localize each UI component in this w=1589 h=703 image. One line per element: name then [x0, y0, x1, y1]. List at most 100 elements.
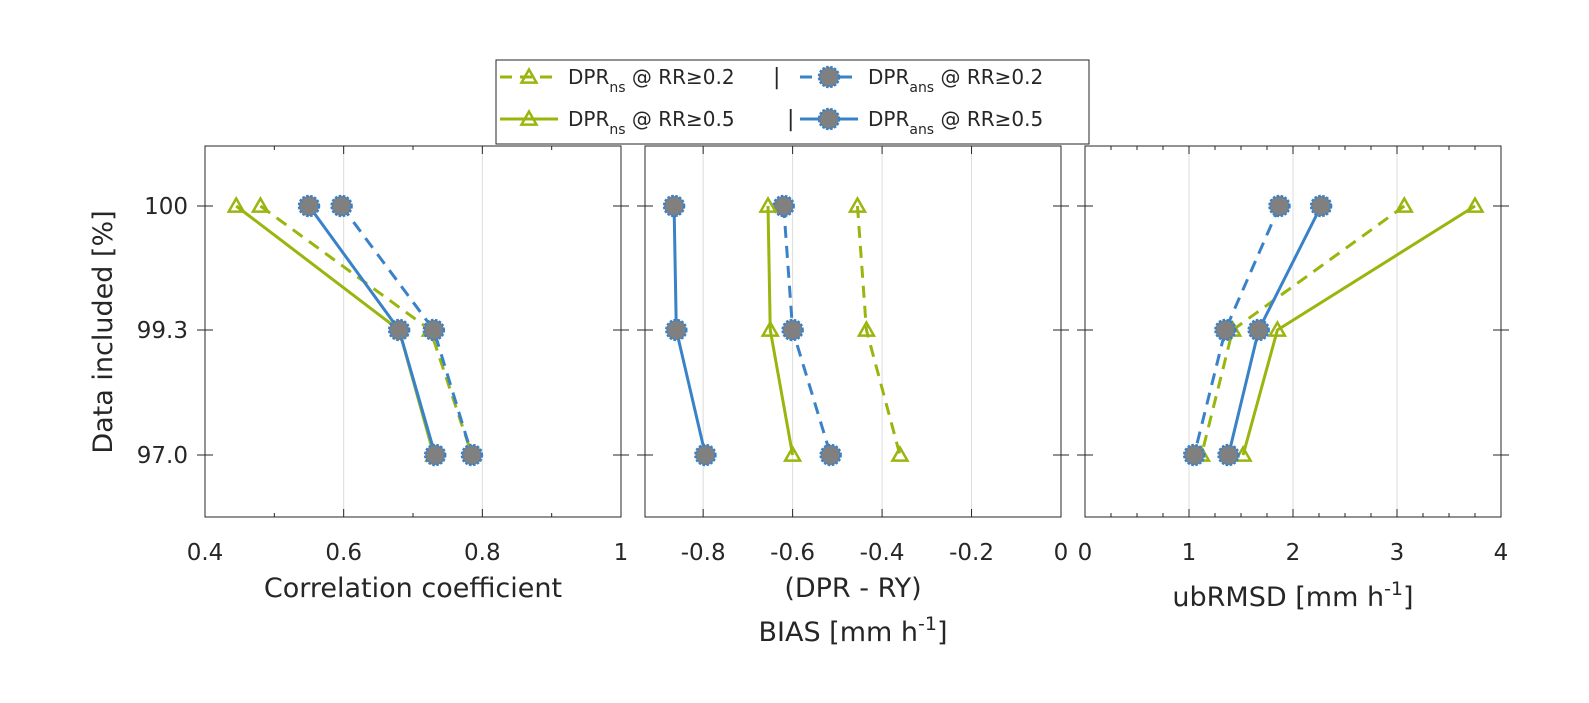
data-point-circle	[297, 194, 321, 218]
data-point-triangle	[1394, 195, 1414, 213]
x-tick-label: 1	[614, 540, 629, 566]
series-line	[1192, 205, 1281, 456]
data-point-triangle	[760, 319, 780, 337]
x-tick-label: 4	[1494, 540, 1509, 566]
data-point-triangle	[758, 195, 778, 213]
data-point-circle	[330, 194, 353, 218]
x-axis-unit-superscript: -1	[1384, 578, 1403, 600]
legend-entry: DPRns @ RR≥0.2	[500, 65, 735, 96]
legend-marker-triangle	[519, 66, 539, 84]
series-solid-blue	[1217, 194, 1333, 467]
x-tick-label: 0.8	[464, 540, 501, 566]
data-point-circle	[387, 318, 411, 342]
panel-2: -0.8 -0.6 -0.4 -0.2 0 (DPR - RY) BIAS [mm h-1]	[637, 145, 1069, 648]
x-tick-label: -0.2	[949, 540, 994, 566]
data-point-circle	[1309, 194, 1333, 218]
legend-entry: DPRans @ RR≥0.5	[800, 107, 1043, 138]
x-tick-label: 0.6	[325, 540, 362, 566]
x-tick-label: 0	[1078, 540, 1093, 566]
series-solid-blue	[662, 194, 717, 467]
legend-label: DPRans @ RR≥0.5	[868, 107, 1043, 138]
x-axis-label: (DPR - RY)	[784, 573, 921, 604]
x-tick-label: 3	[1390, 540, 1405, 566]
series-solid-green	[1233, 195, 1485, 462]
data-point-circle	[1247, 318, 1270, 342]
series-solid-blue	[297, 194, 447, 467]
axes-frame	[204, 145, 622, 518]
legend-label-subscript: ns	[609, 122, 625, 138]
x-tick-label: -0.8	[681, 540, 726, 566]
data-point-circle	[422, 318, 446, 342]
legend-label-subscript: ans	[909, 122, 934, 138]
data-point-circle	[665, 318, 688, 342]
x-tick-label: -0.6	[770, 540, 815, 566]
series-line	[855, 205, 902, 456]
legend-label-main: DPR	[868, 107, 909, 131]
series-dashed-blue	[1182, 194, 1291, 467]
data-point-circle	[460, 443, 484, 467]
data-point-circle	[1217, 443, 1240, 467]
panel-3: 0 1 2 3 4 ubRMSD [mm h-1]	[1077, 145, 1509, 613]
y-tick-label: 99.3	[137, 318, 188, 344]
series-line	[766, 205, 795, 456]
legend-label: DPRns @ RR≥0.5	[568, 107, 735, 138]
legend-separator: |	[773, 65, 780, 90]
data-point-triangle	[782, 444, 803, 462]
legend-label-subscript: ns	[609, 80, 625, 96]
legend-marker-circle	[817, 65, 841, 89]
data-point-circle	[819, 443, 842, 467]
x-axis-unit-superscript: -1	[918, 613, 937, 635]
x-tick-label: 0	[1054, 540, 1069, 566]
legend-label: DPRans @ RR≥0.2	[868, 65, 1043, 96]
data-point-circle	[1182, 443, 1206, 467]
panel-1: 0.4 0.6 0.8 1 100 99.3 97.0 Correlation coeffic…	[137, 145, 629, 604]
x-axis-label: Correlation coefficient	[264, 573, 562, 604]
legend-box	[495, 59, 1090, 145]
legend-entry: DPRans @ RR≥0.2	[800, 65, 1043, 96]
series-line	[1241, 204, 1476, 456]
axes-frame	[644, 145, 1062, 518]
data-point-triangle	[1465, 195, 1485, 213]
data-point-circle	[781, 318, 804, 342]
legend-label-main: DPR	[568, 65, 609, 89]
series-dashed-blue	[330, 194, 484, 467]
series-dashed-green	[847, 195, 910, 462]
data-point-circle	[772, 194, 795, 218]
legend-label-rest: @ RR≥0.2	[626, 65, 735, 89]
series-line	[307, 205, 437, 456]
series-dashed-blue	[772, 194, 842, 467]
legend-label-subscript: ans	[909, 80, 934, 96]
series-line	[340, 205, 474, 456]
x-axis-unit-text: BIAS [mm h	[758, 617, 918, 648]
legend-label-rest: @ RR≥0.5	[626, 107, 735, 131]
x-tick-label: 1	[1182, 540, 1197, 566]
data-point-circle	[1214, 318, 1237, 342]
data-point-triangle	[856, 319, 877, 337]
legend-entry: DPRns @ RR≥0.5	[500, 107, 735, 138]
data-point-triangle	[890, 444, 910, 462]
y-tick-label: 97.0	[137, 443, 188, 469]
x-axis-unit-text: ubRMSD [mm h	[1172, 582, 1384, 613]
data-point-circle	[423, 443, 447, 467]
series-solid-green	[758, 195, 803, 462]
x-tick-label: 2	[1286, 540, 1301, 566]
x-tick-label: 0.4	[187, 540, 224, 566]
legend-label: DPRns @ RR≥0.2	[568, 65, 735, 96]
legend-label-rest: @ RR≥0.2	[934, 65, 1043, 89]
data-point-triangle	[226, 195, 246, 213]
data-point-circle	[694, 443, 717, 467]
y-tick-label: 100	[144, 194, 188, 220]
x-axis-unit-end: ]	[1403, 582, 1414, 613]
x-axis-unit-label: ubRMSD [mm h-1]	[1172, 578, 1413, 613]
legend-label-main: DPR	[568, 107, 609, 131]
legend-label-rest: @ RR≥0.5	[934, 107, 1043, 131]
data-point-triangle	[250, 195, 271, 213]
y-axis-label: Data included [%]	[88, 210, 119, 453]
legend-label-main: DPR	[868, 65, 909, 89]
data-point-circle	[662, 194, 686, 218]
x-axis-unit-end: ]	[937, 617, 948, 648]
legend-marker-circle	[817, 107, 841, 131]
